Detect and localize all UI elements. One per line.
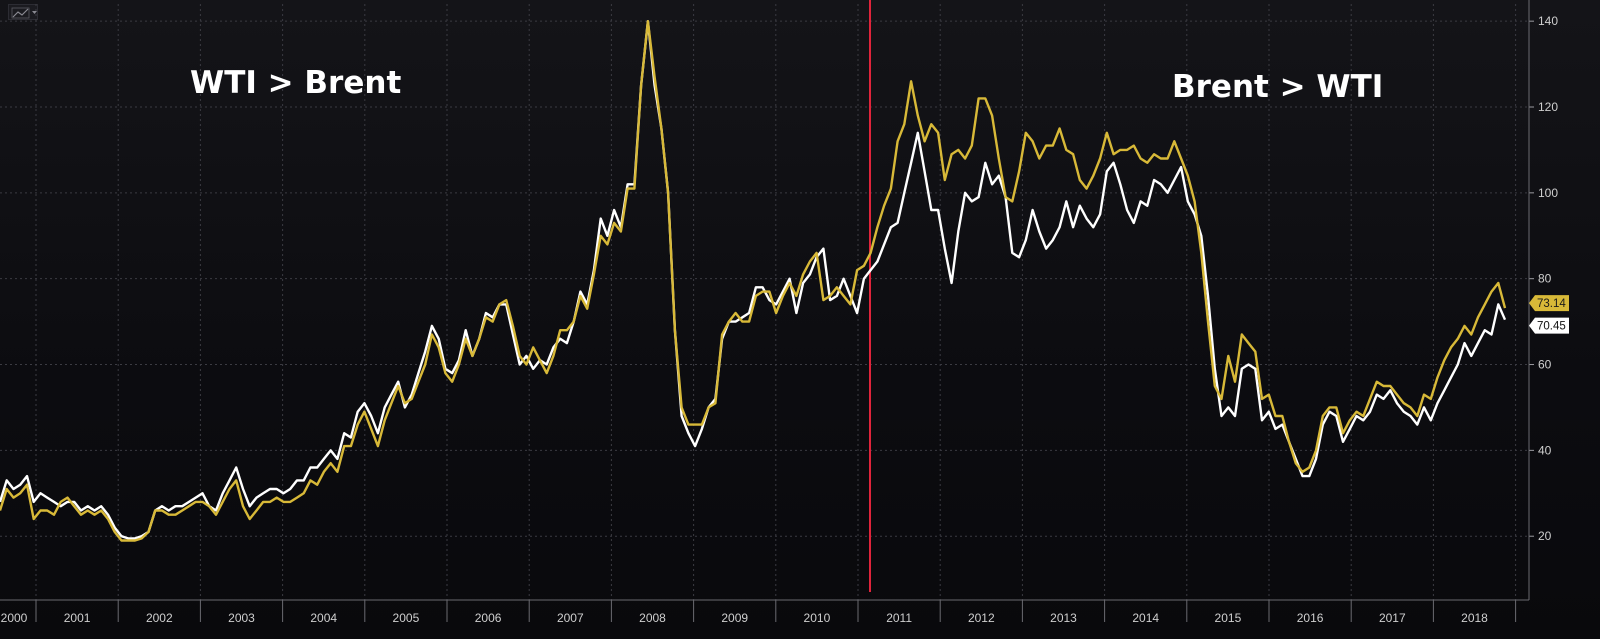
annotations: WTI > Brent Brent > WTI [190,65,1383,105]
x-tick-label-2014: 2014 [1132,611,1159,625]
y-tick-label-40: 40 [1538,443,1552,457]
last-value-wti: 70.45 [1529,317,1569,334]
last-value-brent: 73.14 [1529,295,1569,312]
x-tick-label-2017: 2017 [1379,611,1406,625]
series-group [0,20,1507,542]
x-tick-label-2008: 2008 [639,611,666,625]
svg-text:70.45: 70.45 [1537,321,1566,333]
y-tick-label-60: 60 [1538,358,1552,372]
y-tick-label-100: 100 [1538,186,1558,200]
y-tick-label-20: 20 [1538,529,1552,543]
x-tick-label-2012: 2012 [968,611,995,625]
x-tick-label-2004: 2004 [310,611,337,625]
x-tick-label-2013: 2013 [1050,611,1077,625]
x-tick-label-2015: 2015 [1215,611,1242,625]
x-tick-label-2010: 2010 [804,611,831,625]
series-line-brent [0,20,1507,542]
last-value-labels: 73.14 70.45 [1529,295,1569,334]
x-tick-label-2003: 2003 [228,611,255,625]
series-line-wti [0,20,1507,540]
x-tick-label-2000: 2000 [1,611,28,625]
x-tick-label-2005: 2005 [393,611,420,625]
caret-down-icon [32,11,37,14]
x-tick-label-2006: 2006 [475,611,502,625]
line-chart-icon [11,7,37,19]
x-axis: 2000 2001 2002 2003 2004 2005 2006 2007 2008 2009… [0,599,1529,625]
y-tick-label-80: 80 [1538,272,1552,286]
x-tick-label-2011: 2011 [886,611,912,625]
chart-style-button[interactable] [8,4,38,20]
x-tick-label-2007: 2007 [557,611,584,625]
y-axis: 20 40 60 80 100 120 140 [1528,0,1558,600]
x-tick-label-2001: 2001 [64,611,91,625]
x-tick-label-2016: 2016 [1297,611,1324,625]
annotation-2: Brent > WTI [1172,69,1383,105]
svg-text:73.14: 73.14 [1537,298,1566,310]
x-tick-label-2009: 2009 [721,611,748,625]
y-tick-label-140: 140 [1538,14,1558,28]
x-tick-label-2018: 2018 [1461,611,1488,625]
y-tick-label-120: 120 [1538,100,1558,114]
annotation-1: WTI > Brent [190,65,401,101]
x-tick-label-2002: 2002 [146,611,173,625]
